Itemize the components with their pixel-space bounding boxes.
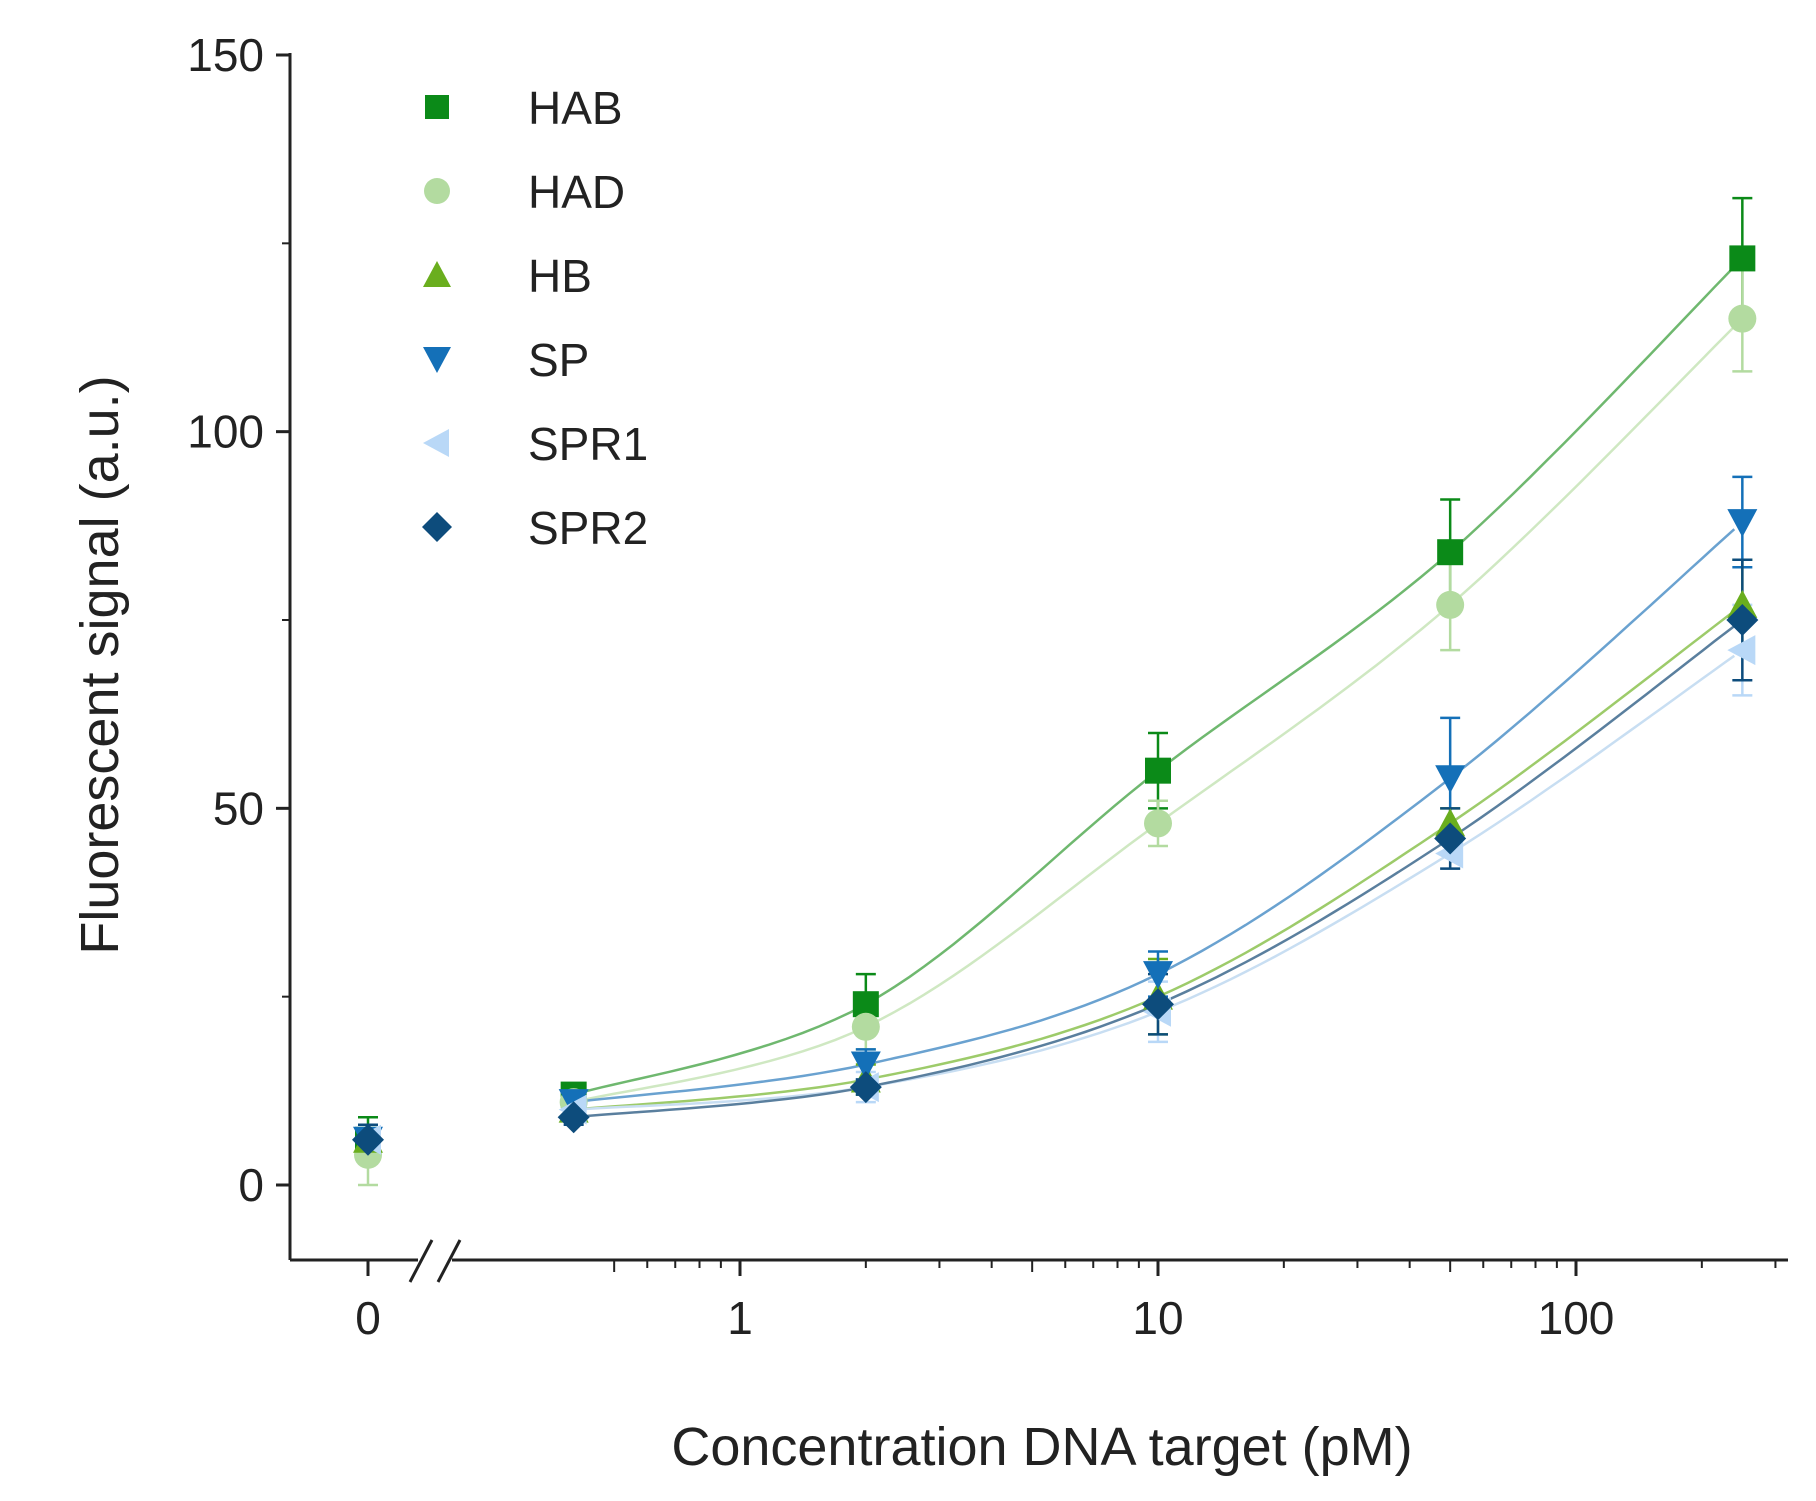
legend-item-hab: HAB — [425, 82, 623, 134]
data-points — [352, 245, 1759, 1169]
fit-curve-spr2 — [573, 625, 1736, 1119]
data-point-sp — [1727, 509, 1758, 538]
x-tick-label: 0 — [355, 1292, 381, 1344]
y-tick-label: 0 — [238, 1159, 264, 1211]
data-point-had — [1144, 809, 1172, 838]
data-point-hb — [1435, 808, 1466, 837]
data-point-hab — [1145, 757, 1171, 784]
legend-label: HAB — [528, 82, 623, 134]
y-axis-title: Fluorescent signal (a.u.) — [70, 375, 130, 954]
data-point-spr2 — [1434, 822, 1467, 855]
data-point-had — [1436, 590, 1465, 619]
axis-break-mark — [436, 1239, 462, 1283]
data-point-hab — [1729, 245, 1756, 272]
x-tick-label: 100 — [1538, 1292, 1615, 1344]
legend-item-hb: HB — [423, 250, 592, 302]
y-tick-label: 150 — [187, 29, 264, 81]
legend-label: SP — [528, 334, 589, 386]
data-point-spr1 — [1727, 635, 1756, 666]
legend-label: SPR1 — [528, 418, 648, 470]
legend-marker-spr2 — [422, 512, 452, 542]
legend-label: SPR2 — [528, 502, 648, 554]
legend-marker-had — [424, 178, 450, 204]
legend-marker-spr1 — [423, 429, 449, 457]
fit-curve-sp — [573, 528, 1736, 1104]
x-tick-label: 1 — [727, 1292, 753, 1344]
legend-item-spr2: SPR2 — [422, 502, 648, 554]
x-axis-title: Concentration DNA target (pM) — [671, 1417, 1412, 1477]
x-tick-label: 10 — [1132, 1292, 1183, 1344]
legend-marker-hb — [423, 261, 451, 287]
data-point-had — [1728, 304, 1757, 333]
data-point-sp — [1435, 765, 1466, 794]
legend-label: HB — [528, 250, 592, 302]
data-point-spr2 — [849, 1071, 882, 1104]
axes: 0 50 100 150 0 1 10 100 — [187, 29, 1788, 1344]
axis-break-mark — [408, 1239, 434, 1283]
data-point-hab — [1437, 539, 1464, 566]
data-point-spr2 — [352, 1123, 384, 1156]
data-point-sp — [850, 1051, 881, 1080]
data-point-had — [851, 1012, 880, 1041]
legend-item-had: HAD — [424, 166, 625, 218]
legend-marker-sp — [423, 347, 451, 373]
legend-label: HAD — [528, 166, 625, 218]
legend-item-sp: SP — [423, 334, 589, 386]
data-point-hb — [1727, 589, 1758, 618]
data-point-sp — [1143, 961, 1173, 990]
legend-marker-hab — [425, 95, 449, 119]
fit-curve-had — [573, 325, 1736, 1104]
legend: HAB HAD HB SP SPR1 SPR2 — [422, 82, 648, 554]
y-tick-label: 50 — [213, 782, 264, 834]
data-point-spr2 — [557, 1101, 590, 1134]
legend-item-spr1: SPR1 — [423, 418, 648, 470]
data-point-spr2 — [1142, 988, 1174, 1021]
data-point-spr2 — [1726, 604, 1759, 636]
y-tick-label: 100 — [187, 406, 264, 458]
